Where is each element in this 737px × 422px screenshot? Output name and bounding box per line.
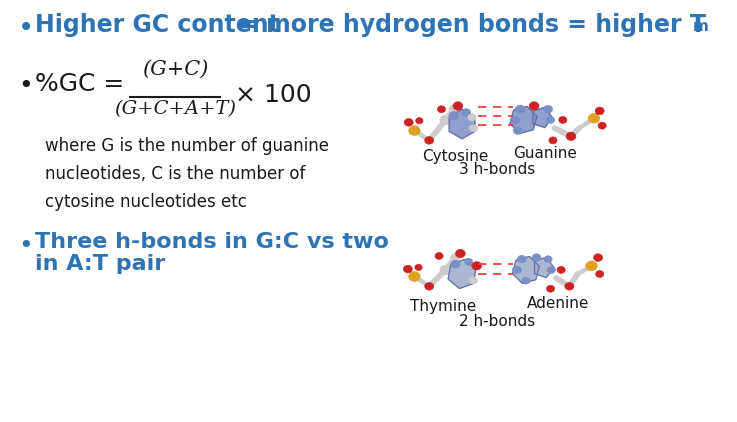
- Ellipse shape: [513, 127, 523, 134]
- Text: Thymine: Thymine: [410, 299, 476, 314]
- Polygon shape: [448, 260, 476, 289]
- Ellipse shape: [598, 122, 607, 129]
- Text: × 100: × 100: [235, 83, 312, 107]
- Ellipse shape: [546, 116, 555, 123]
- Ellipse shape: [566, 132, 576, 141]
- Ellipse shape: [515, 105, 525, 114]
- Ellipse shape: [440, 115, 451, 125]
- Ellipse shape: [461, 109, 471, 116]
- Text: Cytosine: Cytosine: [422, 149, 488, 164]
- Ellipse shape: [425, 137, 433, 144]
- Ellipse shape: [404, 119, 413, 126]
- Text: •: •: [18, 234, 32, 258]
- Ellipse shape: [595, 107, 604, 115]
- Ellipse shape: [549, 137, 557, 144]
- Text: •: •: [18, 74, 32, 98]
- Text: where G is the number of guanine
nucleotides, C is the number of
cytosine nucleo: where G is the number of guanine nucleot…: [45, 137, 329, 211]
- Ellipse shape: [451, 260, 460, 268]
- Ellipse shape: [409, 272, 420, 281]
- Ellipse shape: [449, 105, 458, 114]
- Ellipse shape: [469, 277, 478, 284]
- Text: (G+C): (G+C): [142, 60, 208, 79]
- Text: Guanine: Guanine: [513, 146, 577, 161]
- Text: Higher GC content: Higher GC content: [35, 13, 280, 37]
- Ellipse shape: [450, 254, 461, 262]
- Text: in A:T pair: in A:T pair: [35, 254, 165, 274]
- Ellipse shape: [469, 124, 478, 132]
- Text: 3 h-bonds: 3 h-bonds: [459, 162, 535, 177]
- Text: %GC =: %GC =: [35, 72, 125, 96]
- Ellipse shape: [472, 262, 482, 270]
- Ellipse shape: [449, 111, 458, 120]
- Polygon shape: [450, 109, 475, 139]
- Ellipse shape: [586, 261, 597, 271]
- Ellipse shape: [522, 277, 530, 284]
- Ellipse shape: [532, 254, 541, 262]
- Text: (G+C+A+T): (G+C+A+T): [114, 100, 236, 118]
- Text: Adenine: Adenine: [527, 296, 589, 311]
- Ellipse shape: [565, 282, 574, 290]
- Ellipse shape: [468, 114, 476, 121]
- Ellipse shape: [544, 256, 552, 263]
- Polygon shape: [512, 257, 539, 283]
- Polygon shape: [510, 106, 537, 133]
- Ellipse shape: [517, 255, 526, 263]
- Ellipse shape: [546, 285, 555, 292]
- Text: m: m: [693, 19, 709, 34]
- Ellipse shape: [543, 106, 553, 113]
- Polygon shape: [533, 107, 552, 127]
- Text: 2 h-bonds: 2 h-bonds: [459, 314, 535, 329]
- Ellipse shape: [588, 114, 600, 123]
- Ellipse shape: [547, 266, 556, 273]
- Ellipse shape: [453, 102, 463, 110]
- Ellipse shape: [595, 271, 604, 278]
- Ellipse shape: [416, 118, 423, 124]
- Text: = more hydrogen bonds = higher T: = more hydrogen bonds = higher T: [238, 13, 706, 37]
- Ellipse shape: [593, 254, 603, 262]
- Ellipse shape: [511, 116, 520, 124]
- Ellipse shape: [455, 249, 465, 258]
- Ellipse shape: [559, 116, 567, 123]
- Ellipse shape: [403, 265, 413, 273]
- Ellipse shape: [464, 258, 472, 265]
- Ellipse shape: [435, 252, 443, 260]
- Polygon shape: [534, 257, 553, 278]
- Ellipse shape: [440, 265, 451, 275]
- Text: Three h-bonds in G:C vs two: Three h-bonds in G:C vs two: [35, 232, 389, 252]
- Ellipse shape: [529, 102, 539, 110]
- Ellipse shape: [437, 106, 446, 113]
- Ellipse shape: [557, 266, 565, 273]
- Ellipse shape: [409, 126, 420, 135]
- Ellipse shape: [425, 282, 433, 290]
- Ellipse shape: [415, 264, 422, 271]
- Ellipse shape: [512, 266, 521, 274]
- Text: •: •: [18, 14, 34, 42]
